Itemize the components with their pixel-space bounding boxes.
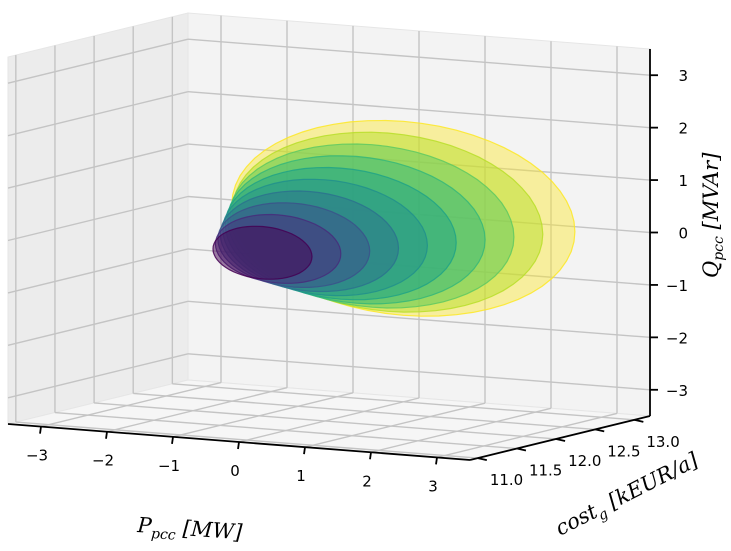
x-tick	[171, 436, 174, 444]
x-tick-label: −3	[26, 447, 48, 465]
grid-line-p-floor	[40, 381, 222, 428]
y-tick	[634, 418, 644, 423]
data-surfaces	[212, 119, 576, 317]
x-tick	[369, 452, 372, 460]
x-tick-label: 2	[362, 472, 372, 490]
x-tick-labels: −3 −2 −1 0 1 2 3	[26, 426, 438, 495]
z-tick-label: 1	[678, 172, 688, 190]
grid-line-q-left	[7, 300, 189, 347]
x-tick-label: −1	[158, 457, 180, 475]
x-tick-label: 1	[296, 467, 306, 485]
y-tick	[516, 447, 527, 452]
x-tick	[39, 426, 42, 434]
y-tick-label: 12.0	[568, 452, 601, 470]
grid-line-cost-floor	[133, 392, 596, 431]
z-tick-label: 3	[678, 67, 688, 85]
grid-line-q-back	[187, 300, 651, 339]
y-tick	[555, 438, 566, 442]
grid-line-cost-floor	[15, 421, 478, 459]
y-tick-labels: 11.0 11.5 12.0 12.5 13.0	[477, 418, 680, 489]
grid-line-p-floor	[304, 402, 486, 448]
grid-line-q-left	[7, 353, 189, 399]
x-tick	[303, 447, 306, 455]
grid-line-q-left	[7, 90, 189, 137]
y-tick-label: 12.5	[607, 442, 640, 460]
grid-line-q-left	[7, 38, 189, 84]
grid-line-q-left	[7, 248, 189, 294]
x-tick-label: 0	[230, 462, 240, 480]
x-tick	[435, 457, 438, 465]
x-tick	[237, 441, 240, 450]
grid-line-p-floor	[436, 412, 618, 459]
grid-line-p-floor	[370, 407, 552, 453]
x-tick-label: −2	[92, 452, 114, 470]
surface-11.2	[212, 225, 313, 280]
y-tick-label: 13.0	[646, 433, 679, 451]
grid-line-p-floor	[238, 397, 420, 443]
grid-line-cost-floor	[54, 411, 518, 450]
y-tick	[595, 428, 605, 433]
x-tick-label: 3	[428, 477, 438, 495]
y-axis-line	[469, 415, 651, 461]
grid-line-p-floor	[106, 387, 288, 433]
grid-line-q-left	[7, 143, 189, 189]
grid-line-q-back	[187, 90, 651, 129]
grid-line-q-left	[7, 195, 189, 242]
z-tick-label: 0	[678, 225, 688, 243]
y-tick	[477, 457, 488, 461]
z-tick-labels: −3 −2 −1 0 1 2 3	[650, 67, 688, 400]
grid-line-cost-floor	[172, 383, 635, 421]
z-tick-label: 2	[678, 120, 688, 138]
x-tick	[105, 431, 108, 439]
y-tick-label: 11.5	[529, 462, 562, 480]
y-tick-label: 11.0	[490, 471, 523, 489]
grid-line-q-back	[187, 353, 651, 391]
z-tick-label: −2	[666, 329, 688, 347]
z-axis-label: Qpcc [MVAr]	[699, 152, 727, 278]
x-axis-label: Ppcc [MW]	[135, 513, 243, 548]
grid-line-cost-floor	[94, 402, 557, 440]
grid-line-p-floor	[172, 392, 354, 438]
grid-line-q-back	[187, 38, 651, 76]
z-tick-label: −1	[666, 277, 688, 295]
z-tick-label: −3	[666, 382, 688, 400]
